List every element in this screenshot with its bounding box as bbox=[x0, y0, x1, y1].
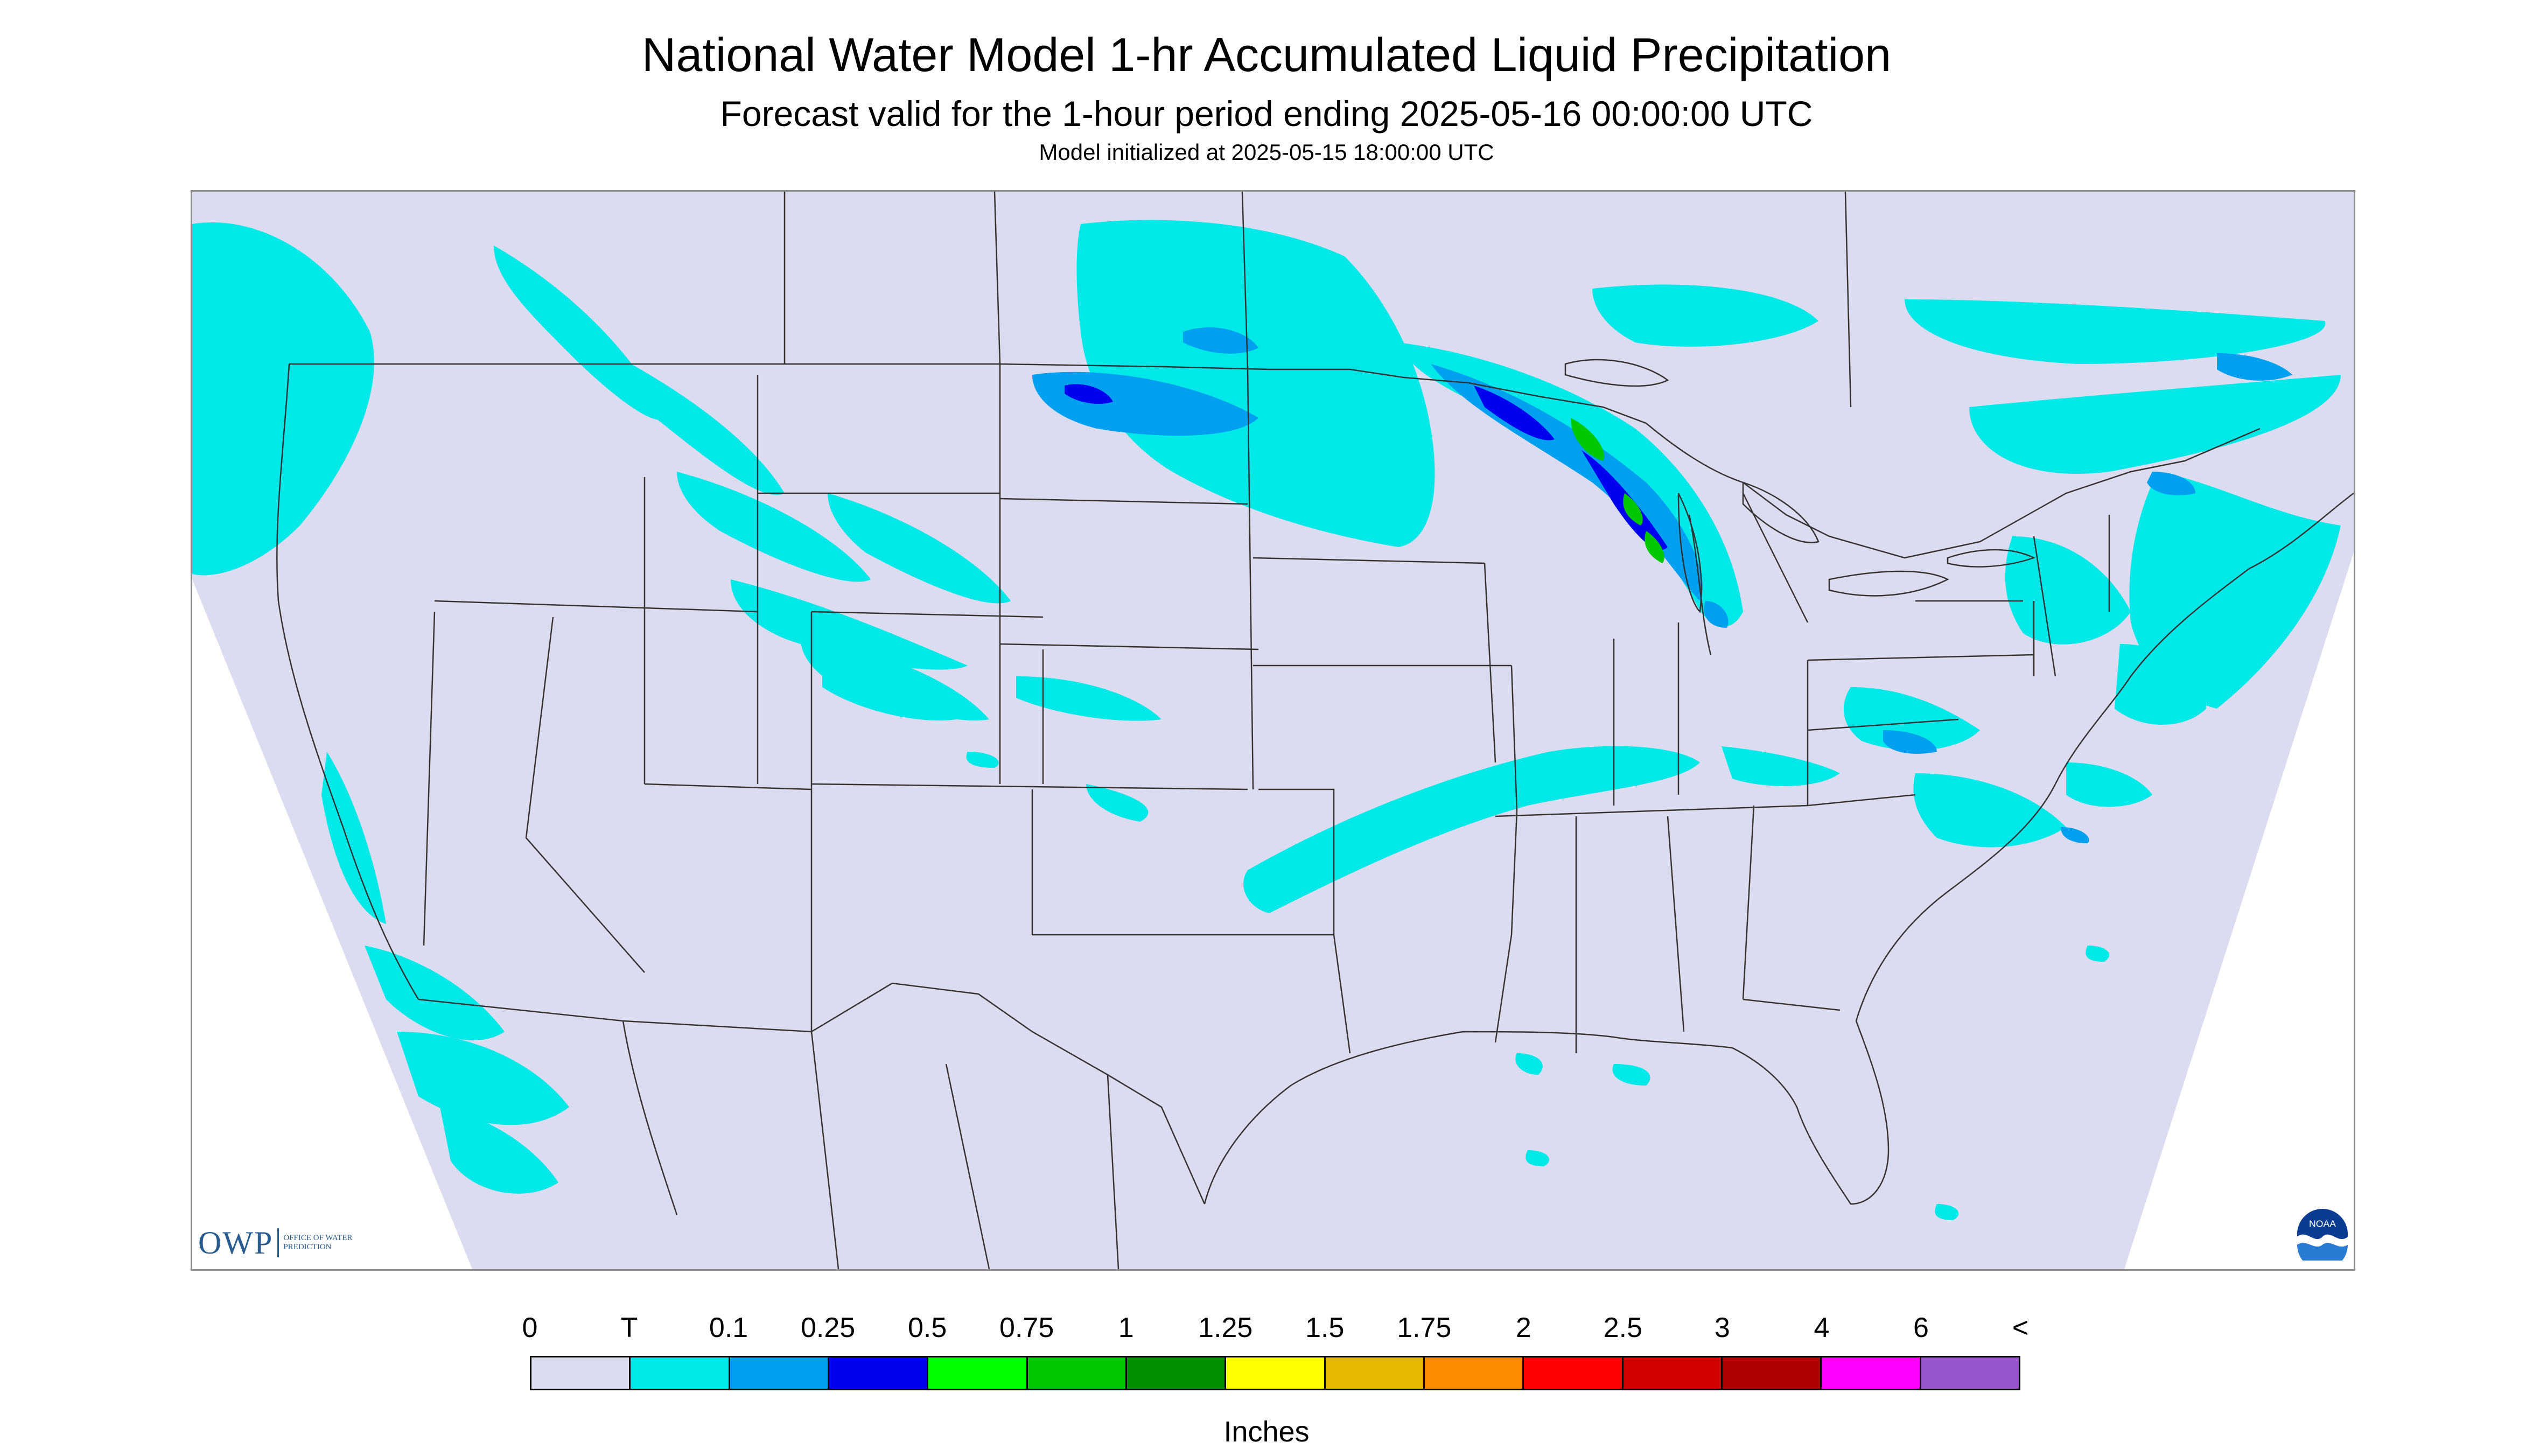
map-canvas bbox=[192, 192, 2354, 1269]
legend-colorbar bbox=[530, 1356, 2020, 1390]
legend-tick-label: 0.25 bbox=[800, 1312, 856, 1343]
legend-tick-label: < bbox=[2012, 1312, 2029, 1343]
legend-tick-label: 0 bbox=[522, 1312, 538, 1343]
legend-swatch bbox=[730, 1357, 829, 1389]
legend-tick-label: 1.5 bbox=[1305, 1312, 1345, 1343]
legend-swatch bbox=[1623, 1357, 1723, 1389]
owp-logo: OWP OFFICE OF WATER PREDICTION bbox=[198, 1221, 364, 1264]
owp-logo-subtext: OFFICE OF WATER PREDICTION bbox=[283, 1234, 353, 1251]
map-title: National Water Model 1-hr Accumulated Li… bbox=[641, 28, 1892, 81]
trace-precip-areas bbox=[192, 220, 2341, 1220]
legend-swatch bbox=[928, 1357, 1028, 1389]
legend-swatch bbox=[1424, 1357, 1524, 1389]
legend-units: Inches bbox=[1223, 1416, 1310, 1448]
legend-swatch bbox=[1226, 1357, 1326, 1389]
owp-logo-text: OWP bbox=[198, 1224, 274, 1261]
legend-tick-label: 0.5 bbox=[907, 1312, 947, 1343]
legend-tick-label: 1.75 bbox=[1397, 1312, 1452, 1343]
legend-tick-label: 1 bbox=[1118, 1312, 1134, 1343]
legend-tick-label: 4 bbox=[1814, 1312, 1830, 1343]
legend-swatch bbox=[1325, 1357, 1425, 1389]
legend-swatch bbox=[829, 1357, 929, 1389]
precipitation-map bbox=[191, 190, 2355, 1271]
legend-swatch bbox=[1027, 1357, 1127, 1389]
legend-swatch bbox=[1921, 1357, 2019, 1389]
legend-swatch bbox=[1524, 1357, 1624, 1389]
legend-swatch bbox=[631, 1357, 730, 1389]
model-init-time: Model initialized at 2025-05-15 18:00:00… bbox=[1039, 139, 1494, 165]
legend-swatch bbox=[1822, 1357, 1921, 1389]
legend-tick-label: 1.25 bbox=[1198, 1312, 1253, 1343]
noaa-logo-text: NOAA bbox=[2309, 1218, 2336, 1229]
legend-labels: 0 T 0.1 0.25 0.5 0.75 1 1.25 1.5 1.75 2 2.5 3 4 6 < bbox=[522, 1312, 2029, 1346]
legend-tick-label: 6 bbox=[1913, 1312, 1929, 1343]
legend-tick-label: 2 bbox=[1515, 1312, 1531, 1343]
legend-tick-label: T bbox=[620, 1312, 638, 1343]
legend-swatch bbox=[1126, 1357, 1227, 1389]
boundaries bbox=[276, 192, 2354, 1269]
noaa-logo: NOAA bbox=[2297, 1208, 2348, 1261]
legend-tick-label: 0.1 bbox=[709, 1312, 748, 1343]
legend-swatch bbox=[1722, 1357, 1822, 1389]
heavy-precip-areas bbox=[1571, 418, 1664, 563]
legend-tick-label: 0.75 bbox=[999, 1312, 1054, 1343]
legend-tick-label: 2.5 bbox=[1603, 1312, 1643, 1343]
forecast-valid-subtitle: Forecast valid for the 1-hour period end… bbox=[720, 94, 1813, 134]
owp-logo-divider bbox=[277, 1228, 279, 1257]
legend-swatch bbox=[531, 1357, 631, 1389]
legend-tick-label: 3 bbox=[1714, 1312, 1730, 1343]
